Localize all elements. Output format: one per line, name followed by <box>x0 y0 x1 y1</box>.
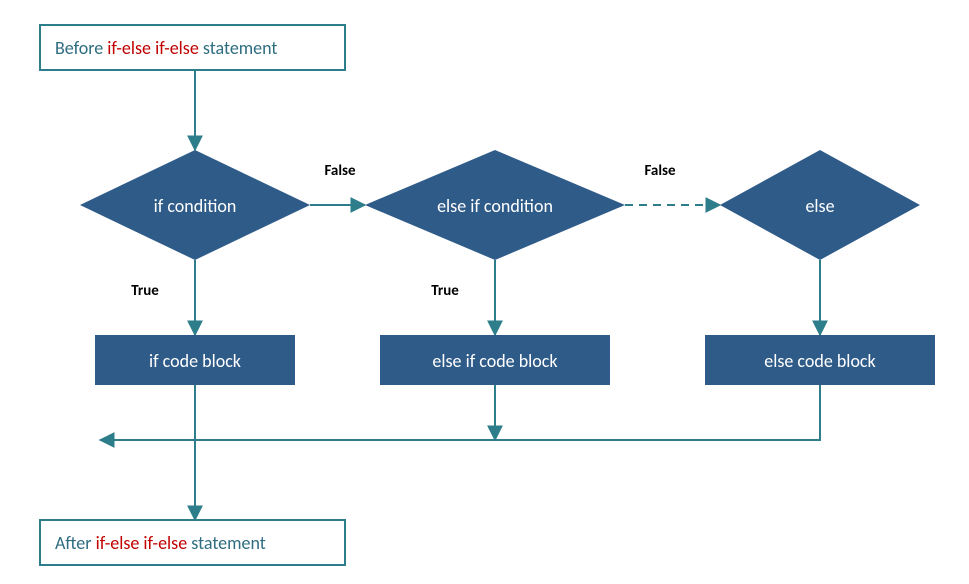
node-elseif-condition: else if condition <box>365 150 625 260</box>
d3-label: else <box>805 195 834 217</box>
node-if-condition: if condition <box>80 150 310 260</box>
edge-label-true-2: True <box>431 282 459 300</box>
svg-text:After if-else if-else statemen: After if-else if-else statement <box>55 532 266 554</box>
edge-label-true-1: True <box>131 282 159 300</box>
b1-label: if code block <box>149 350 241 372</box>
node-start: Before if-else if-else statement <box>40 25 345 70</box>
d2-label: else if condition <box>437 195 553 217</box>
node-elseif-block: else if code block <box>380 335 610 385</box>
node-else: else <box>720 150 920 260</box>
end-seg-0: After <box>55 532 96 554</box>
node-if-block: if code block <box>95 335 295 385</box>
node-else-block: else code block <box>705 335 935 385</box>
edge-label-false-2: False <box>644 162 676 180</box>
b3-label: else code block <box>764 350 875 372</box>
start-seg-2: statement <box>199 37 278 59</box>
start-seg-1: if-else if-else <box>107 37 199 59</box>
b2-label: else if code block <box>432 350 557 372</box>
start-seg-0: Before <box>55 37 107 59</box>
end-seg-1: if-else if-else <box>96 532 188 554</box>
end-seg-2: statement <box>187 532 266 554</box>
edge-label-false-1: False <box>324 162 356 180</box>
node-end: After if-else if-else statement <box>40 520 345 565</box>
d1-label: if condition <box>154 195 237 217</box>
svg-text:Before if-else if-else stateme: Before if-else if-else statement <box>55 37 277 59</box>
edge-b3-bus <box>100 385 820 440</box>
